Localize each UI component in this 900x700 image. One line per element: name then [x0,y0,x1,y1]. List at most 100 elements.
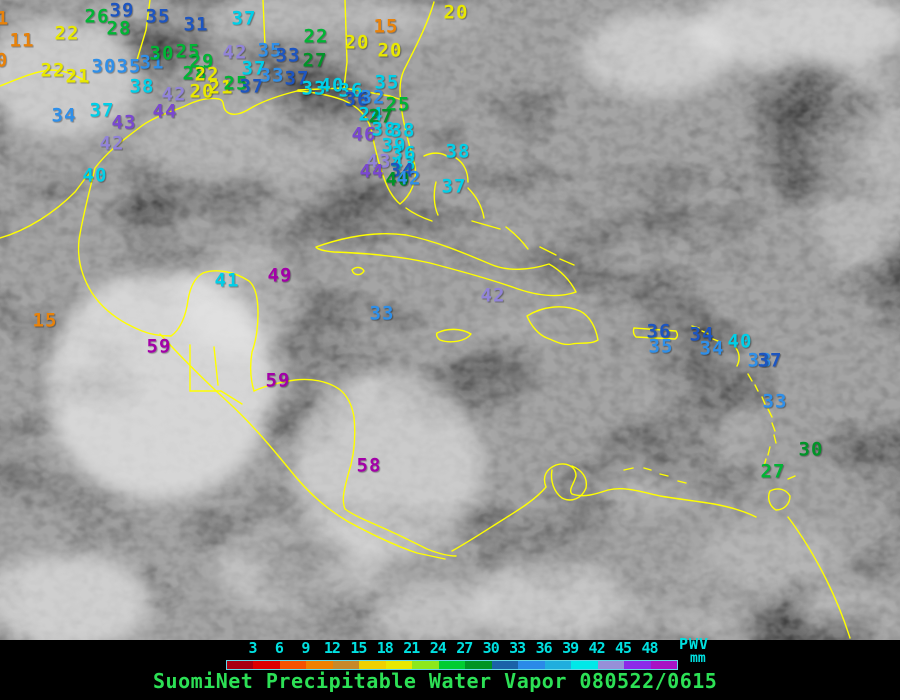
colorbar-tick-label: 27 [456,639,473,657]
coast-yucatan [170,270,259,392]
river-texas [0,69,89,87]
pwv-station-value: 44 [152,100,178,123]
pwv-station-value: 31 [183,13,209,36]
pwv-station-value: 22 [40,59,66,82]
pwv-station-value: 22 [194,63,220,86]
colorbar-segment [359,661,386,669]
pwv-station-value: 32 [360,86,386,109]
border-guatemala-2 [213,346,219,386]
colorbar-tick-label: 39 [562,639,579,657]
border-al-ga [343,0,348,89]
pwv-station-value: 33 [301,77,327,100]
colorbar-segment [279,661,307,669]
pwv-station-value: 38 [390,119,416,142]
pwv-station-value: 38 [445,140,471,163]
pwv-station-value: 34 [699,337,725,360]
colorbar-tick-label: 9 [301,639,310,657]
satellite-imagery [0,0,900,640]
pwv-station-value: 58 [356,454,382,477]
border-guatemala-3 [189,390,243,405]
pwv-station-value: 34 [689,323,715,346]
colorbar-segment [597,661,625,669]
pwv-station-value: 49 [267,264,293,287]
pwv-station-value: 36 [646,320,672,343]
islands-bahamas-5 [471,220,501,230]
pwv-station-value: 35 [116,55,142,78]
islands-florida-keys [405,207,433,222]
pwv-station-value: 33 [259,64,285,87]
coast-gulf [77,90,298,337]
colorbar-tick-label: 30 [482,639,500,657]
colorbar-segment [650,661,677,669]
pwv-station-value: 31 [139,51,165,74]
colorbar-segment [491,661,519,669]
pwv-station-value: 43 [366,150,392,173]
colorbar-tick-label: 6 [274,639,284,657]
pwv-station-value: 30 [91,55,117,78]
island-isla-juventud [351,266,365,276]
pwv-station-value: 28 [182,62,208,85]
pwv-station-value: 33 [369,302,395,325]
pwv-station-value: 33 [275,44,301,67]
pwv-station-value: 34 [51,104,77,127]
island-trinidad [767,475,796,511]
pwv-station-value: 36 [344,88,370,111]
colorbar-segment [306,661,333,669]
colorbar-segment [544,661,572,669]
colorbar-segment [624,661,651,669]
border-ms-al [262,0,266,47]
pwv-station-value: 37 [441,175,467,198]
pwv-station-value: 21 [208,76,234,99]
pwv-station-value: 24 [358,103,384,126]
pwv-station-value: 39 [109,0,135,22]
pwv-station-value: 38 [129,75,155,98]
pwv-station-value: 27 [302,49,328,72]
colorbar-tick-label: 21 [403,639,420,657]
pwv-station-value: 34 [389,159,415,182]
pwv-station-value: 30 [149,42,175,65]
islands-bahamas-6 [505,226,529,250]
product-title: SuomiNet Precipitable Water Vapor 080522… [153,669,718,693]
islands-leeward [735,347,766,405]
islands-bahamas-1 [423,152,449,158]
colorbar-segment [227,661,254,669]
coast-atlantic-florida [296,1,435,205]
pwv-station-value: 20 [377,39,403,62]
colorbar-tick-label: 45 [615,639,632,657]
pwv-station-value: 0 [0,49,9,72]
pwv-station-value: 29 [189,50,215,73]
pwv-station-value: 22 [303,25,329,48]
coast-south-america [451,463,757,552]
pwv-station-value: 33 [747,349,773,372]
islands-bahamas-4 [467,187,485,219]
coast-cuba [315,233,577,297]
pwv-station-value: 43 [111,111,137,134]
colorbar-unit-label-pwv: PWV [679,635,710,653]
colorbar-segment [412,661,439,669]
pwv-station-value: 25 [385,93,411,116]
colorbar-segment [518,661,545,669]
pwv-station-value: 33 [762,390,788,413]
pwv-station-value: 25 [175,40,201,63]
coast-venezuela-east [787,516,851,639]
island-jamaica [435,328,472,343]
pwv-station-value: 35 [257,39,283,62]
pwv-station-value: 41 [214,269,240,292]
pwv-station-value: 37 [239,75,265,98]
colorbar-segment [385,661,413,669]
colorbar-tick-label: 18 [376,639,394,657]
pwv-station-value: 37 [231,7,257,30]
pwv-station-value: 43 [391,152,417,175]
coast-honduras-nicaragua [253,378,457,557]
pwv-station-value: 15 [373,15,399,38]
border-fl-ga [297,87,403,101]
island-hispaniola [526,306,599,346]
islands-bahamas-2 [455,157,469,183]
islands-windward [763,408,777,467]
pwv-station-value: 22 [54,22,80,45]
pwv-station-value: 15 [32,309,58,332]
lake-maracaibo [550,465,588,501]
pwv-station-value: 39 [381,134,407,157]
pwv-station-value: 42 [161,83,187,106]
